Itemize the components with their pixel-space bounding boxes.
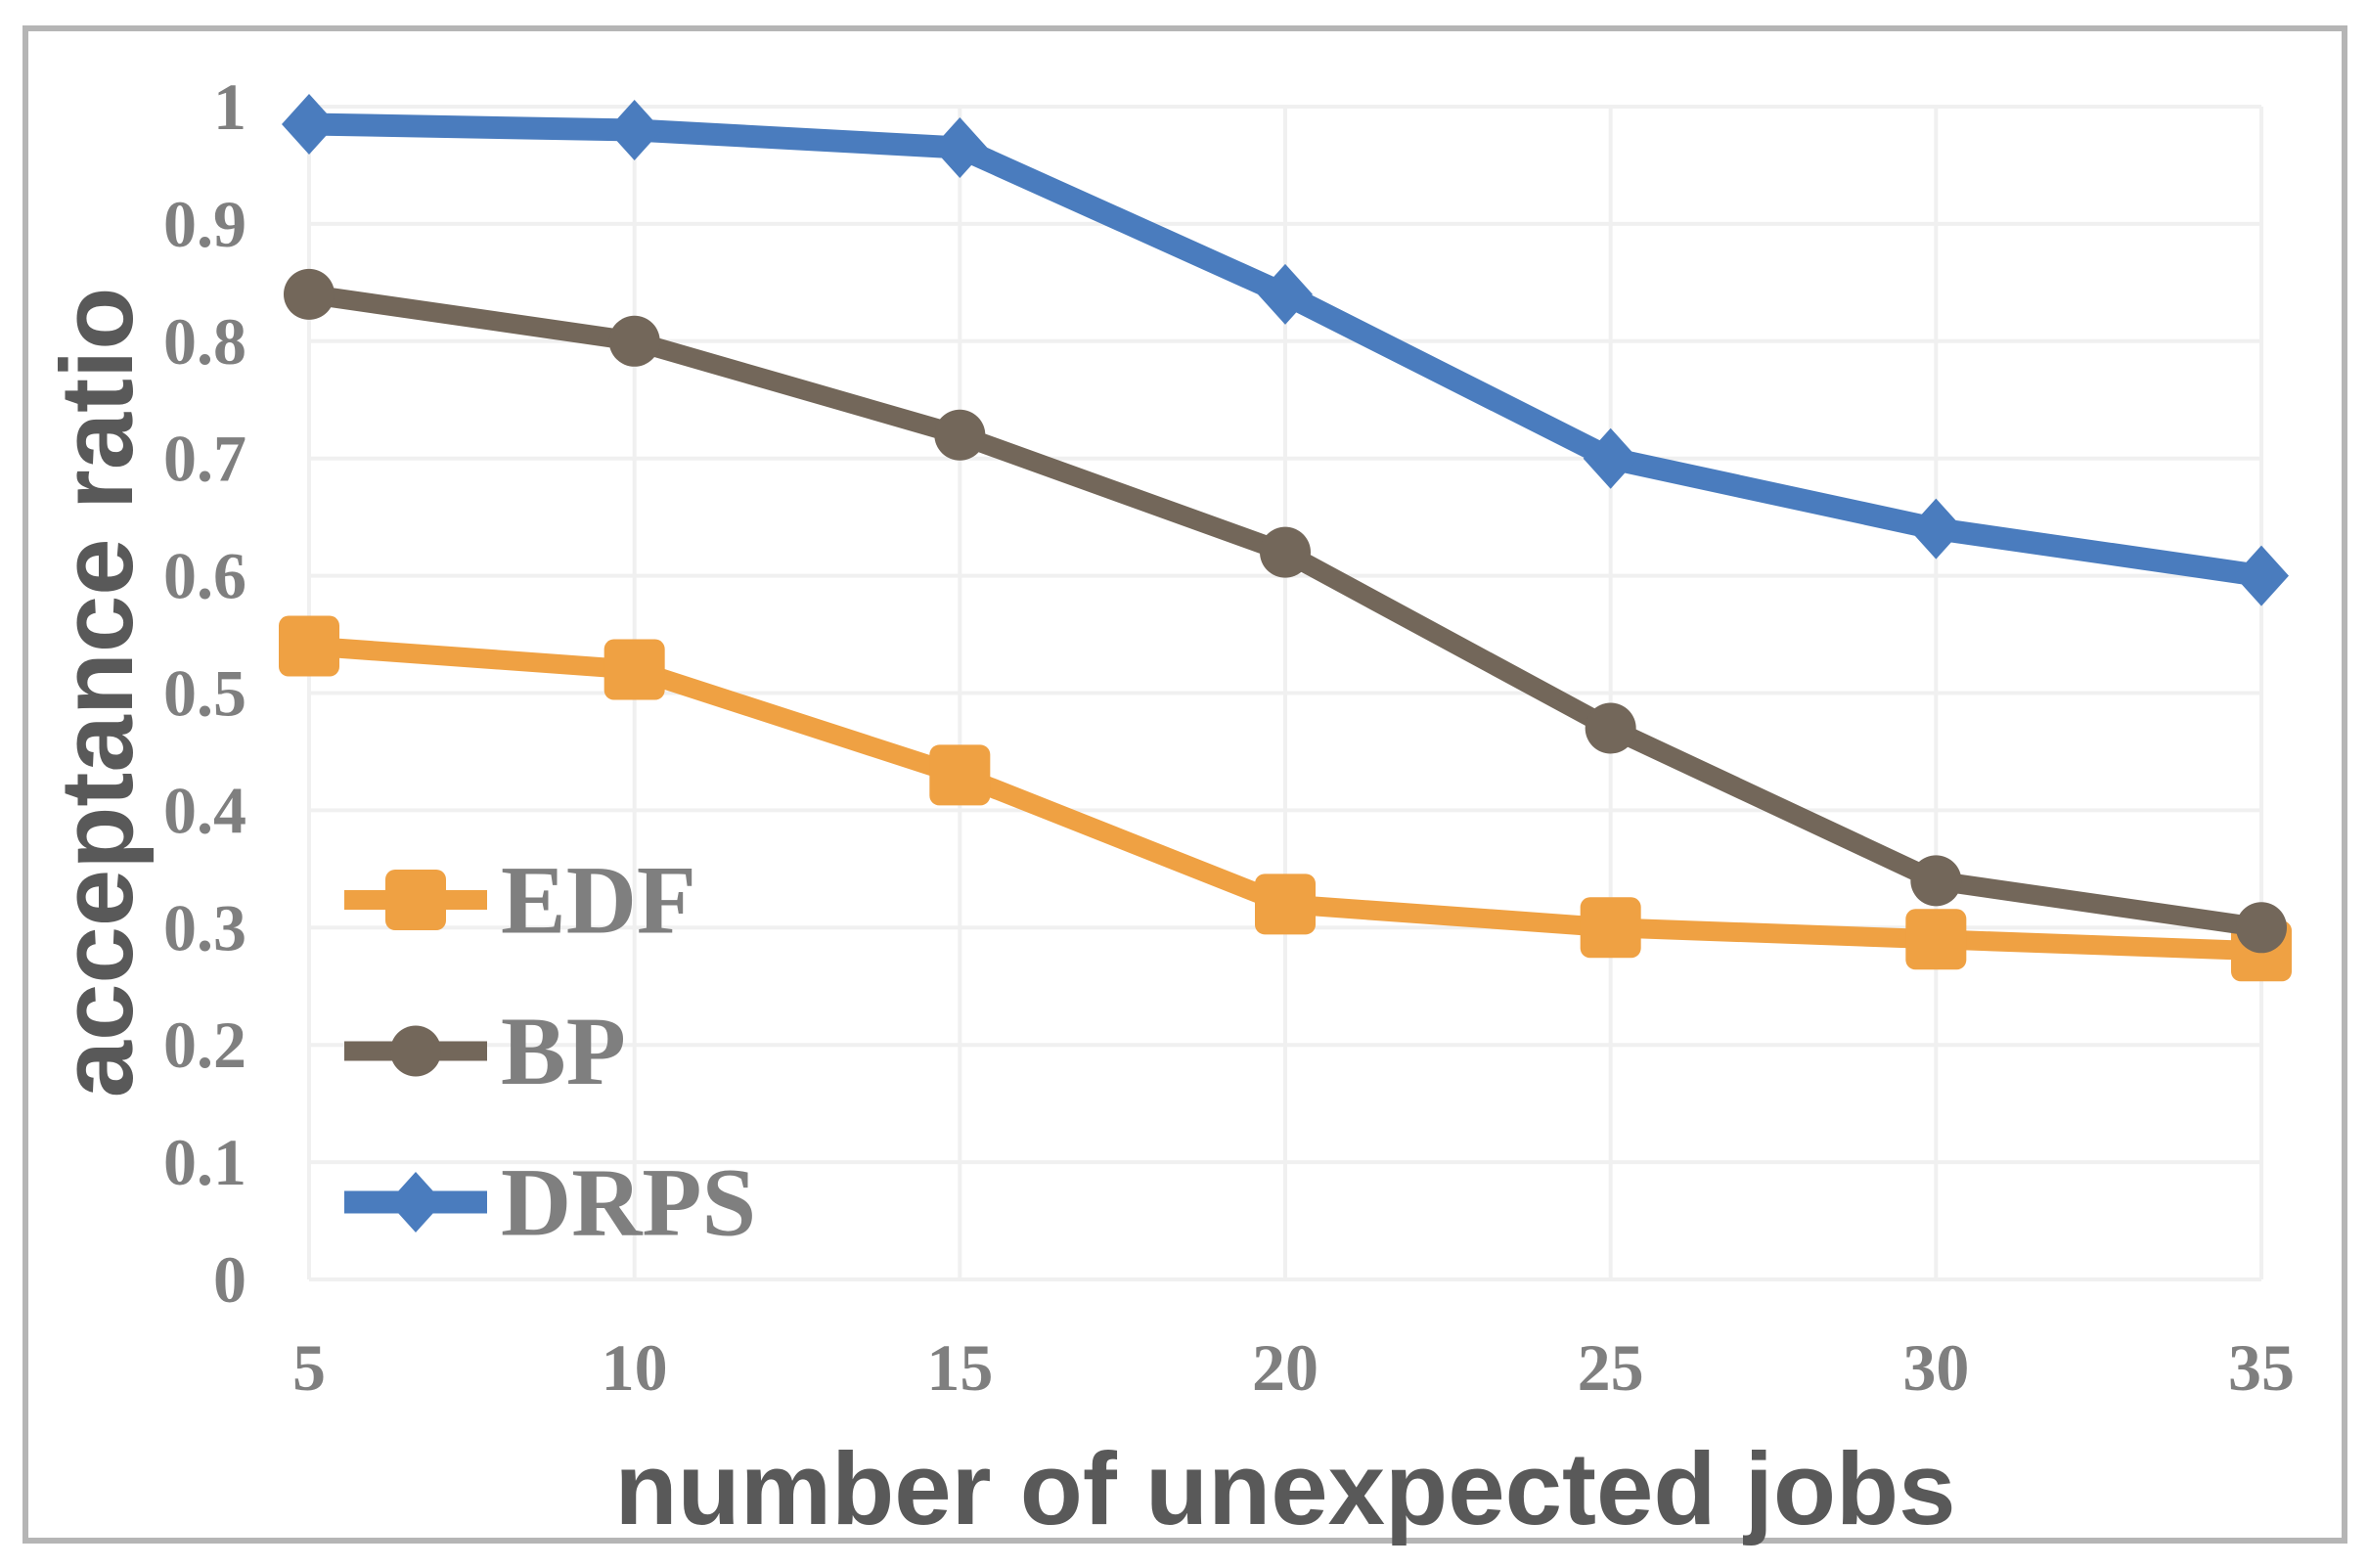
data-point-DRPS-x15 (932, 116, 988, 178)
legend-label-BP: BP (501, 997, 626, 1105)
data-point-EDF-x15 (929, 744, 991, 806)
y-tick-label-0.6: 0.6 (163, 539, 246, 613)
x-tick-label-30: 30 (1902, 1330, 1969, 1405)
y-tick-label-0.5: 0.5 (163, 656, 246, 731)
legend: EDF BP DRPS (344, 846, 756, 1257)
legend-diamond-icon (388, 1172, 443, 1232)
data-point-EDF-x25 (1580, 897, 1641, 959)
tick-labels: 00.10.20.30.40.50.60.70.80.915 10 15 20 25 30… (163, 69, 2295, 1405)
y-tick-label-0.3: 0.3 (163, 890, 246, 964)
data-point-BP-x5 (284, 268, 335, 320)
y-tick-label-0.9: 0.9 (163, 187, 246, 261)
data-point-BP-x25 (1585, 702, 1636, 754)
data-point-EDF-x5 (279, 615, 339, 677)
y-tick-label-0.1: 0.1 (163, 1125, 246, 1199)
y-axis-title: acceptance ratio (40, 288, 155, 1098)
data-point-DRPS-x25 (1583, 427, 1638, 489)
legend-label-DRPS: DRPS (501, 1148, 756, 1257)
legend-item-EDF: EDF (344, 846, 696, 955)
data-point-BP-x10 (608, 315, 660, 367)
chart-border (22, 25, 2347, 1544)
data-point-EDF-x20 (1255, 874, 1316, 935)
legend-item-DRPS: DRPS (344, 1148, 756, 1257)
y-tick-label-0.2: 0.2 (163, 1008, 246, 1082)
data-point-DRPS-x30 (1908, 498, 1964, 560)
series-DRPS (282, 93, 2289, 606)
data-point-BP-x30 (1910, 855, 1962, 907)
series-BP (284, 268, 2287, 954)
data-point-BP-x15 (934, 409, 986, 461)
data-point-BP-x35 (2236, 902, 2287, 954)
x-tick-label-10: 10 (602, 1330, 668, 1405)
x-tick-label-25: 25 (1578, 1330, 1644, 1405)
data-point-EDF-x30 (1905, 909, 1967, 970)
legend-label-EDF: EDF (501, 846, 696, 955)
y-tick-label-0: 0 (213, 1242, 246, 1317)
x-tick-label-20: 20 (1252, 1330, 1318, 1405)
x-tick-label-35: 35 (2228, 1330, 2295, 1405)
x-axis-title: number of unexpected jobs (615, 1432, 1956, 1546)
data-point-BP-x20 (1260, 526, 1311, 578)
series-layer (279, 93, 2292, 982)
data-point-EDF-x10 (603, 639, 665, 700)
legend-square-icon (385, 870, 446, 930)
legend-circle-icon (390, 1025, 441, 1077)
y-tick-label-1: 1 (213, 69, 246, 144)
x-tick-label-5: 5 (292, 1330, 326, 1405)
x-tick-label-15: 15 (926, 1330, 993, 1405)
data-point-DRPS-x5 (282, 93, 336, 155)
data-point-DRPS-x10 (606, 99, 662, 160)
data-point-DRPS-x35 (2234, 545, 2289, 606)
y-tick-label-0.8: 0.8 (163, 304, 246, 379)
data-point-DRPS-x20 (1258, 263, 1313, 325)
y-tick-label-0.4: 0.4 (163, 773, 246, 847)
legend-item-BP: BP (344, 997, 626, 1105)
y-tick-label-0.7: 0.7 (163, 422, 246, 496)
